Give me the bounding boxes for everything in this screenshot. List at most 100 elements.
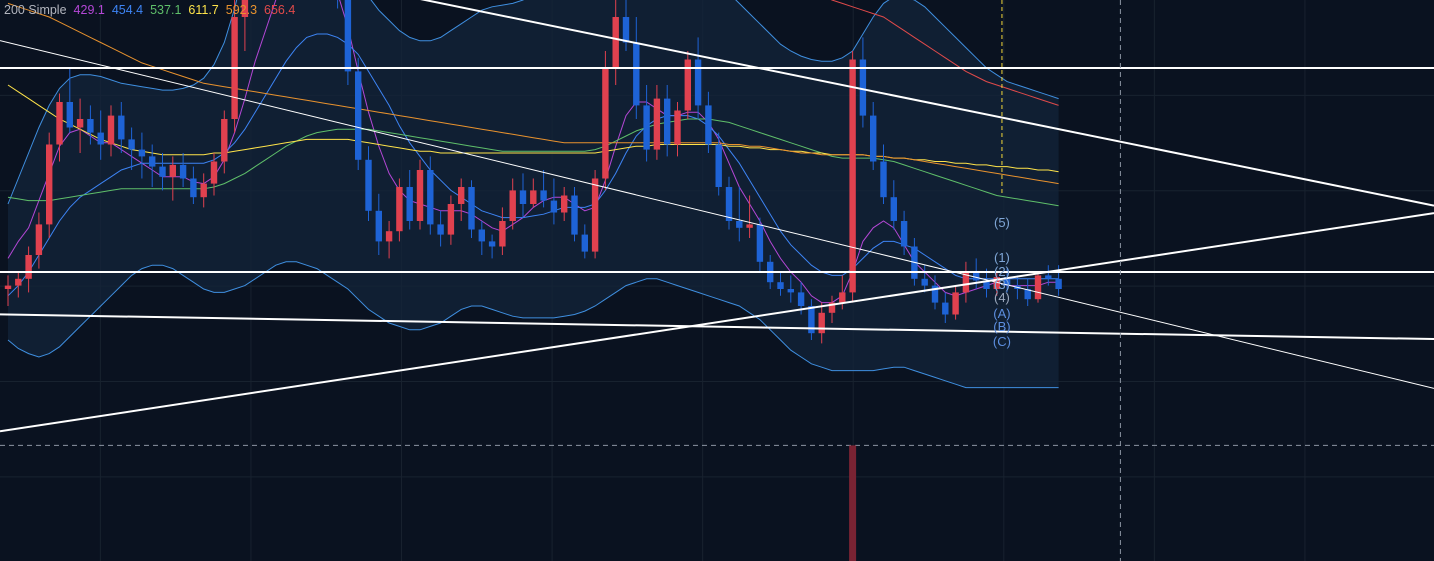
candle-body-68 [705, 105, 712, 145]
candle-body-38 [396, 187, 403, 232]
candle-body-101 [1045, 275, 1052, 279]
legend-value-yellow: 611.7 [188, 3, 219, 17]
candle-body-11 [118, 115, 125, 140]
trendline-descending-inner [0, 40, 1434, 389]
trendline-ascending-support [0, 212, 1434, 433]
legend-value-green: 537.1 [150, 3, 182, 17]
candle-body-21 [221, 119, 228, 162]
candle-body-3 [35, 224, 43, 255]
indicator-legend: 200 Simple 429.1 454.4 537.1 611.7 592.3 656.4 [4, 2, 302, 18]
wave-label-5: (A) [993, 306, 1010, 321]
candle-body-23 [241, 0, 249, 17]
wave-label-2: (2) [994, 264, 1010, 279]
legend-value-red: 656.4 [264, 3, 296, 17]
trendline-descending-base [0, 313, 1434, 341]
candle-body-102 [1055, 278, 1062, 289]
candle-body-67 [694, 59, 702, 106]
candle-body-57 [591, 178, 599, 252]
candle-body-14 [149, 156, 156, 167]
candle-body-62 [643, 105, 650, 150]
wave-label-1: (1) [994, 250, 1010, 265]
candle-body-81 [839, 292, 846, 303]
candle-body-100 [1034, 275, 1042, 300]
legend-value-blue: 454.4 [111, 3, 144, 17]
candle-body-83 [859, 59, 867, 116]
candle-body-16 [169, 164, 176, 177]
candle-body-87 [900, 221, 908, 247]
candle-body-56 [581, 234, 588, 252]
candle-body-19 [200, 183, 207, 198]
legend-value-purple: 429.1 [73, 3, 105, 17]
candle-body-51 [530, 190, 537, 204]
candle-body-59 [612, 17, 619, 68]
candle-body-71 [736, 221, 743, 228]
candle-body-2 [25, 255, 32, 279]
candle-body-5 [56, 102, 63, 145]
candle-body-6 [66, 102, 73, 128]
wave-label-6: (B) [993, 319, 1010, 334]
candle-body-41 [427, 170, 434, 225]
legend-label: 200 Simple [4, 3, 67, 17]
wave-label-7: (C) [993, 334, 1011, 349]
legend-value-orange: 592.3 [225, 3, 258, 17]
candle-body-8 [87, 119, 94, 133]
bollinger-upper-line [7, 0, 1059, 205]
candle-body-9 [97, 132, 104, 145]
candle-body-37 [385, 231, 393, 242]
candle-body-77 [797, 292, 805, 306]
candle-body-72 [746, 224, 753, 228]
candle-body-48 [499, 221, 506, 247]
candle-body-90 [931, 285, 939, 303]
candle-body-43 [447, 204, 455, 235]
candle-body-42 [437, 224, 444, 235]
candle-body-54 [561, 195, 568, 213]
candle-body-13 [138, 149, 146, 157]
candle-body-47 [488, 241, 496, 247]
candle-body-79 [818, 312, 825, 334]
candle-body-78 [808, 306, 815, 334]
candle-body-95 [983, 280, 990, 289]
candle-body-64 [664, 98, 671, 145]
candle-body-99 [1024, 289, 1031, 300]
candle-body-73 [756, 224, 764, 262]
candle-body-20 [210, 161, 218, 184]
candle-body-50 [519, 190, 527, 204]
candle-body-7 [76, 119, 84, 128]
candle-body-93 [962, 272, 970, 293]
candle-body-80 [828, 302, 836, 313]
candle-body-91 [942, 302, 949, 315]
candle-body-76 [787, 289, 794, 293]
candle-body-45 [468, 187, 475, 230]
candle-body-82 [849, 59, 856, 293]
candle-body-69 [715, 144, 722, 187]
candle-body-34 [355, 71, 362, 160]
candle-body-92 [952, 292, 959, 315]
candle-body-63 [653, 98, 661, 150]
wave-label-0: (5) [994, 215, 1010, 230]
candle-body-12 [128, 139, 135, 150]
candle-body-97 [1003, 277, 1011, 286]
candle-body-52 [540, 190, 547, 201]
candle-body-70 [725, 187, 733, 221]
wave-label-4: (4) [994, 290, 1010, 305]
trendline-descending-upper [420, 0, 1434, 207]
candle-body-86 [890, 197, 897, 221]
candle-body-66 [684, 59, 691, 111]
candle-body-85 [880, 161, 887, 198]
candle-body-15 [159, 166, 166, 177]
candle-body-61 [633, 42, 640, 106]
candle-body-39 [406, 187, 413, 221]
candle-body-55 [571, 195, 578, 235]
candle-body-46 [478, 229, 485, 242]
candle-body-49 [509, 190, 516, 221]
candle-body-65 [674, 110, 681, 145]
candle-body-10 [107, 115, 115, 145]
candle-body-35 [365, 159, 372, 211]
candle-body-94 [973, 272, 980, 281]
candle-body-84 [870, 115, 877, 162]
candle-body-18 [190, 178, 197, 198]
candle-body-58 [602, 68, 609, 179]
candle-body-44 [458, 187, 465, 204]
candle-body-75 [777, 282, 784, 289]
